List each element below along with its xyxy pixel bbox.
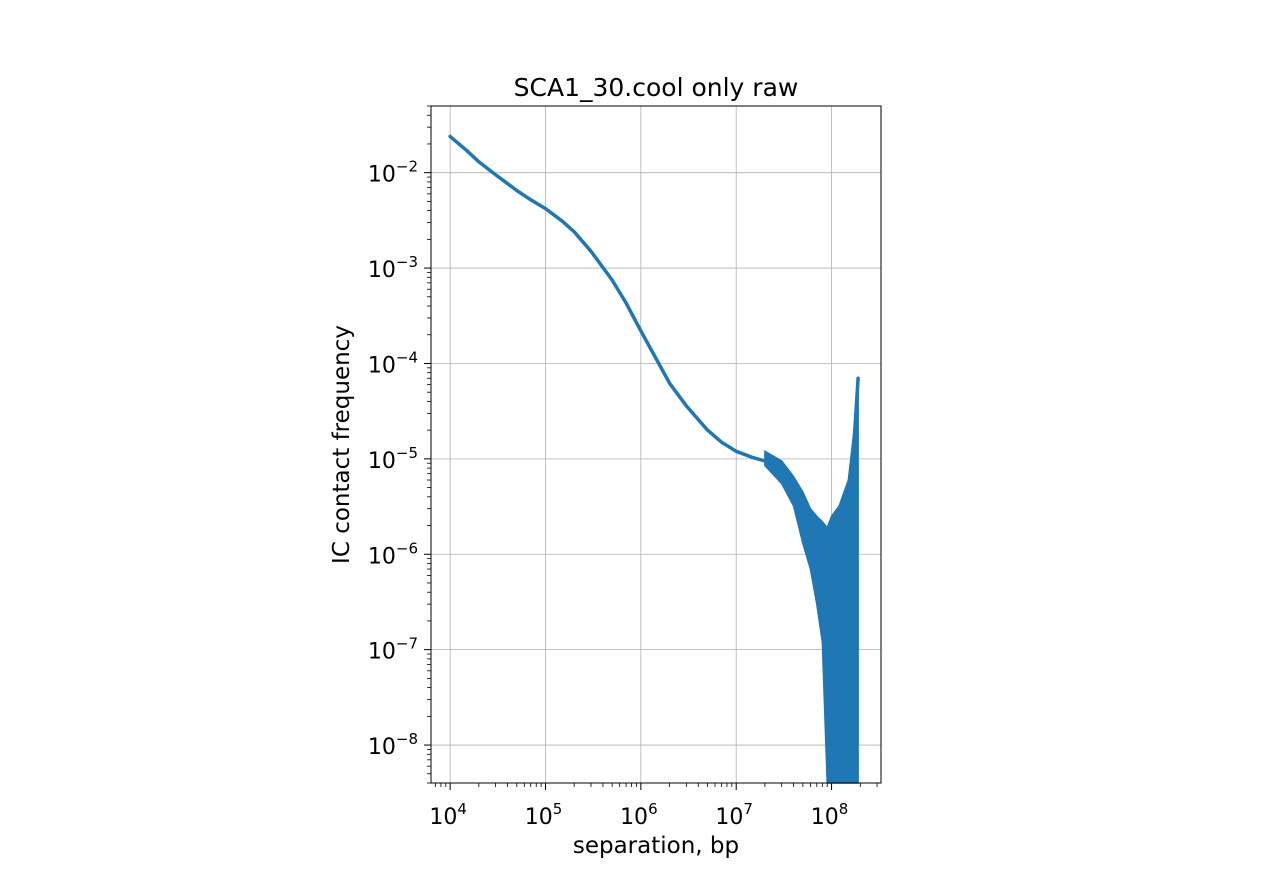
x-tick-label: 106 bbox=[620, 800, 658, 830]
x-tick-label: 107 bbox=[715, 800, 753, 830]
y-tick-label: 10−6 bbox=[368, 539, 418, 569]
x-tick-label: 105 bbox=[525, 800, 563, 830]
y-tick-label: 10−3 bbox=[368, 253, 418, 283]
x-axis-label: separation, bp bbox=[573, 833, 739, 859]
y-tick-label: 10−8 bbox=[368, 730, 418, 760]
tick-labels: 104 105 106 107 108 10−2 10−3 10−4 10−5 10−6 10−7 1… bbox=[368, 158, 848, 830]
y-tick-label: 10−4 bbox=[368, 348, 418, 378]
axis-ticks bbox=[424, 105, 878, 790]
series-line bbox=[448, 134, 860, 540]
noise-band-area bbox=[764, 378, 859, 784]
y-tick-label: 10−2 bbox=[368, 158, 418, 188]
plot-frame bbox=[430, 105, 882, 784]
y-tick-label: 10−7 bbox=[368, 635, 418, 665]
y-tick-label: 10−5 bbox=[368, 444, 418, 474]
chart-title: SCA1_30.cool only raw bbox=[514, 73, 799, 102]
y-axis-label: IC contact frequency bbox=[329, 325, 355, 564]
x-tick-label: 104 bbox=[429, 800, 467, 830]
grid-lines bbox=[431, 106, 881, 783]
data-series bbox=[448, 134, 860, 540]
x-tick-label: 108 bbox=[811, 800, 849, 830]
noise-band bbox=[764, 378, 859, 784]
